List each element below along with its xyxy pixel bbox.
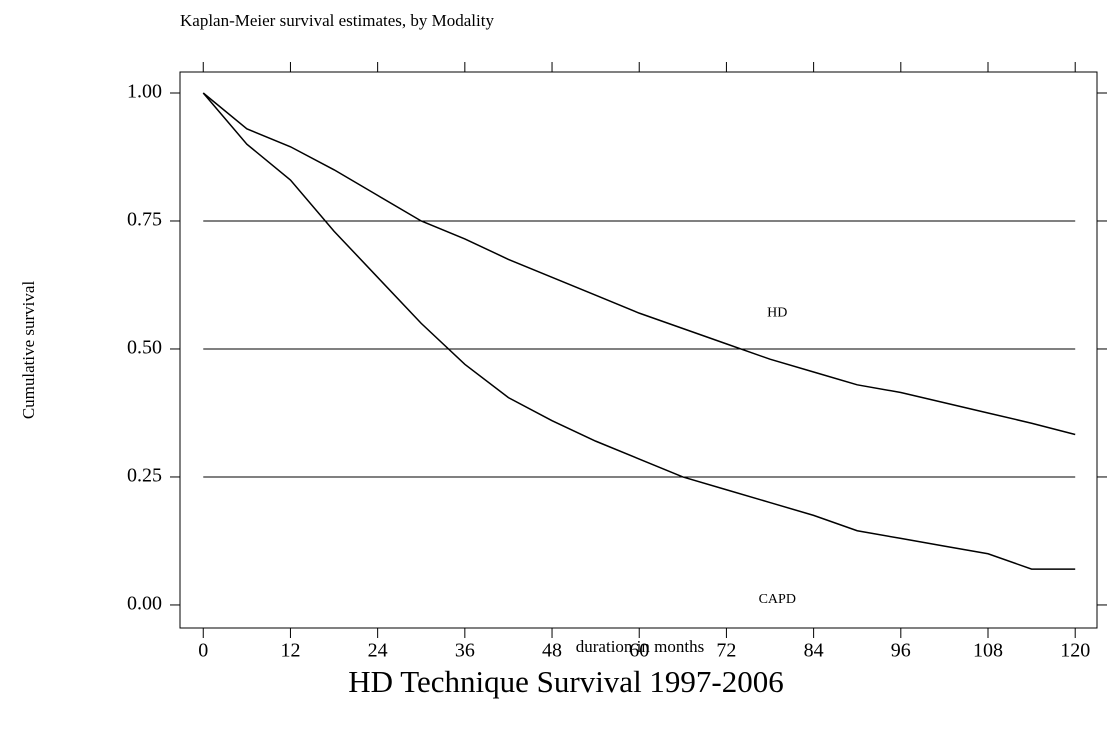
survival-line bbox=[202, 92, 1076, 436]
y-axis-label: Cumulative survival bbox=[19, 281, 38, 420]
series-label: HD bbox=[767, 305, 787, 320]
y-tick-label: 0.25 bbox=[127, 465, 162, 487]
x-tick-label: 60 bbox=[629, 640, 649, 662]
x-tick-label: 12 bbox=[280, 640, 300, 662]
x-tick-label: 108 bbox=[973, 640, 1003, 662]
caption: HD Technique Survival 1997-2006 bbox=[348, 664, 784, 699]
y-tick-label: 0.50 bbox=[127, 337, 162, 359]
series-label: CAPD bbox=[759, 592, 796, 607]
x-tick-label: 36 bbox=[455, 640, 475, 662]
y-tick-label: 1.00 bbox=[127, 81, 162, 103]
x-tick-label: 24 bbox=[368, 640, 388, 662]
x-tick-label: 120 bbox=[1060, 640, 1090, 662]
chart-title: Kaplan-Meier survival estimates, by Moda… bbox=[180, 11, 494, 30]
x-axis-label: duration in months bbox=[576, 637, 704, 656]
plot-frame bbox=[179, 71, 1098, 629]
x-tick-label: 84 bbox=[804, 640, 824, 662]
x-tick-label: 96 bbox=[891, 640, 911, 662]
y-tick-label: 0.75 bbox=[127, 209, 162, 231]
x-tick-label: 0 bbox=[198, 640, 208, 662]
survival-line bbox=[202, 92, 1076, 570]
x-tick-label: 72 bbox=[716, 640, 736, 662]
x-tick-label: 48 bbox=[542, 640, 562, 662]
y-tick-label: 0.00 bbox=[127, 593, 162, 615]
